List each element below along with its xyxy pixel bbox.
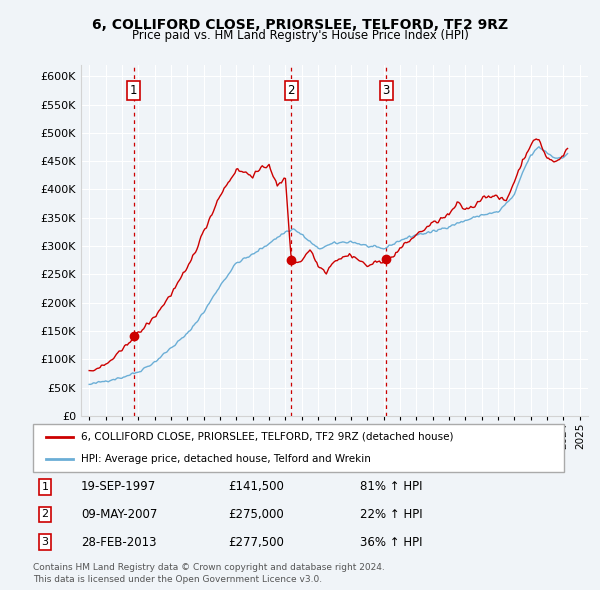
Text: 2: 2 (41, 510, 49, 519)
Text: 3: 3 (41, 537, 49, 547)
Text: Price paid vs. HM Land Registry's House Price Index (HPI): Price paid vs. HM Land Registry's House … (131, 30, 469, 42)
FancyBboxPatch shape (33, 424, 564, 472)
Text: 6, COLLIFORD CLOSE, PRIORSLEE, TELFORD, TF2 9RZ (detached house): 6, COLLIFORD CLOSE, PRIORSLEE, TELFORD, … (81, 432, 453, 442)
Text: 1: 1 (130, 84, 137, 97)
Text: 28-FEB-2013: 28-FEB-2013 (81, 536, 157, 549)
Text: 1: 1 (41, 482, 49, 491)
Text: 2: 2 (287, 84, 295, 97)
Text: HPI: Average price, detached house, Telford and Wrekin: HPI: Average price, detached house, Telf… (81, 454, 371, 464)
Text: 19-SEP-1997: 19-SEP-1997 (81, 480, 156, 493)
Text: 81% ↑ HPI: 81% ↑ HPI (360, 480, 422, 493)
Text: 09-MAY-2007: 09-MAY-2007 (81, 508, 157, 521)
Text: This data is licensed under the Open Government Licence v3.0.: This data is licensed under the Open Gov… (33, 575, 322, 584)
Text: £141,500: £141,500 (228, 480, 284, 493)
Text: 22% ↑ HPI: 22% ↑ HPI (360, 508, 422, 521)
Text: £277,500: £277,500 (228, 536, 284, 549)
Text: £275,000: £275,000 (228, 508, 284, 521)
Text: 36% ↑ HPI: 36% ↑ HPI (360, 536, 422, 549)
Text: Contains HM Land Registry data © Crown copyright and database right 2024.: Contains HM Land Registry data © Crown c… (33, 563, 385, 572)
Text: 3: 3 (382, 84, 390, 97)
Text: 6, COLLIFORD CLOSE, PRIORSLEE, TELFORD, TF2 9RZ: 6, COLLIFORD CLOSE, PRIORSLEE, TELFORD, … (92, 18, 508, 32)
